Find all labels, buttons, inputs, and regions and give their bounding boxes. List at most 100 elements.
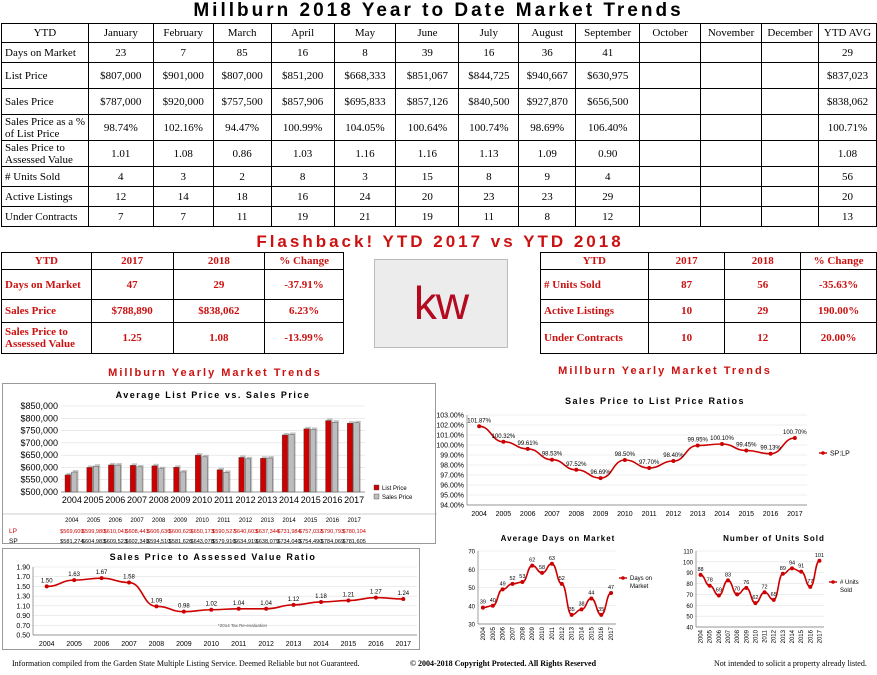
table-cell: 1.16 (333, 140, 397, 167)
y-tick-label: 60 (686, 604, 693, 610)
value-2017: 10 (647, 322, 726, 354)
data-label: 100.32% (492, 434, 516, 440)
row-label: Active Listings (540, 299, 649, 323)
table-cell: 1.13 (458, 140, 520, 167)
table-cell: 8 (518, 206, 577, 227)
data-point (695, 443, 700, 448)
data-label: 72 (762, 584, 768, 590)
x-tick-label: 2004 (39, 641, 55, 648)
data-table-year: 2004 (65, 518, 79, 524)
monthly-table: YTD January February March April May June July A… (1, 23, 877, 227)
table-cell: 8 (333, 42, 397, 63)
table-row: Sales Price to Assessed Value 1.25 1.08 -13… (1, 322, 344, 354)
table-row: # Units Sold 4 3 2 8 3 15 8 9 4 56 (1, 166, 877, 187)
data-table-value: $637,344 (256, 529, 279, 535)
value-2017: 87 (647, 269, 726, 300)
data-table-value: $608,441 (125, 529, 148, 535)
column-header: 2017 (90, 252, 174, 270)
data-table-value: $754,490 (299, 539, 322, 545)
percent-change: 20.00% (800, 322, 877, 354)
data-label: 99.95% (688, 438, 709, 444)
kw-logo: kw (374, 259, 508, 348)
column-header: August (518, 23, 577, 43)
data-label: 69 (716, 588, 722, 594)
table-cell: 3 (152, 166, 214, 187)
data-label: 62 (752, 595, 758, 601)
data-label: 88 (698, 567, 704, 573)
data-point (817, 558, 822, 563)
x-tick-label: 2016 (368, 641, 384, 648)
column-header: September (575, 23, 641, 43)
table-row: Sales Price as a % of List Price 98.74% 10… (1, 114, 877, 141)
data-label: 97.70% (639, 460, 660, 466)
x-tick-label: 2006 (501, 626, 507, 640)
sp-lp-ratio-chart: Sales Price to List Price Ratios 103.00%… (425, 390, 877, 520)
table-row: Sales Price $787,000 $920,000 $757,500 $857,… (1, 88, 877, 115)
table-cell: 18 (212, 186, 272, 207)
table-cell (639, 206, 702, 227)
table-cell (639, 62, 702, 89)
data-point (291, 602, 296, 607)
monthly-header-row: YTD January February March April May June July A… (1, 23, 877, 43)
data-label: 44 (588, 590, 594, 596)
x-tick-label: 2011 (214, 495, 233, 505)
table-cell: 100.64% (395, 114, 460, 141)
table-cell: $844,725 (458, 62, 520, 89)
legend-swatch (373, 484, 380, 491)
data-label: 40 (490, 598, 496, 604)
y-tick-label: 1.70 (16, 574, 30, 581)
sp-lp-ratio-title: Sales Price to List Price Ratios (564, 396, 746, 406)
table-cell: 41 (575, 42, 641, 63)
table-cell: 9 (518, 166, 577, 187)
x-tick-label: 2016 (808, 629, 814, 643)
table-cell (761, 114, 819, 141)
data-point (401, 597, 406, 602)
data-point (598, 476, 603, 481)
bar-sp (158, 468, 165, 493)
bar-sp (201, 456, 208, 493)
data-point (780, 571, 785, 576)
table-cell: 1.03 (270, 140, 335, 167)
table-row: List Price $807,000 $901,000 $807,000 $851,2… (1, 62, 877, 89)
table-row: Sales Price to Assessed Value 1.01 1.08 0.8… (1, 140, 877, 167)
x-tick-label: 2012 (666, 511, 682, 518)
table-cell (761, 186, 819, 207)
data-table-value: $581,626 (169, 539, 192, 545)
days-on-market-svg: 70 60 50 40 30 2004 2005 2006 2007 2008 2009 2010 20… (468, 550, 652, 641)
table-cell (639, 88, 702, 115)
x-tick-label: 2014 (790, 629, 796, 643)
y-tick-label: $750,000 (20, 426, 58, 436)
data-label: 70 (734, 586, 740, 592)
column-header: 2018 (724, 252, 802, 270)
y-tick-label: 98.00% (440, 463, 464, 470)
legend-label: Days on (630, 576, 652, 582)
x-tick-label: 2004 (699, 629, 705, 643)
legend-label: Sales Price (382, 495, 413, 501)
data-table-value: $590,527 (212, 529, 235, 535)
table-cell: 7 (87, 206, 154, 227)
data-table-series: SP (9, 538, 18, 545)
value-2017: 1.25 (90, 322, 174, 354)
column-header: February (152, 23, 214, 43)
table-cell: $807,000 (212, 62, 272, 89)
data-table-value: $643,078 (190, 539, 213, 545)
table-cell: 4 (87, 166, 154, 187)
data-label: 1.09 (151, 598, 163, 604)
data-label: 47 (608, 585, 614, 591)
table-cell: 56 (817, 166, 877, 187)
x-tick-label: 2012 (258, 641, 274, 648)
x-tick-label: 2011 (231, 641, 246, 648)
data-label: 98.53% (542, 452, 563, 458)
data-label: 77 (807, 579, 813, 585)
table-cell: 11 (212, 206, 272, 227)
y-tick-label: 101.00% (436, 433, 464, 440)
table-cell: 20 (395, 186, 460, 207)
units-sold-title: Number of Units Sold (723, 534, 825, 543)
y-tick-label: $800,000 (20, 413, 58, 423)
row-label: Under Contracts (1, 206, 89, 227)
data-table-year: 2017 (347, 518, 361, 524)
data-label: 1.12 (288, 597, 300, 603)
data-label: 38 (578, 601, 584, 607)
data-point (480, 605, 485, 610)
table-cell: 2 (212, 166, 272, 187)
